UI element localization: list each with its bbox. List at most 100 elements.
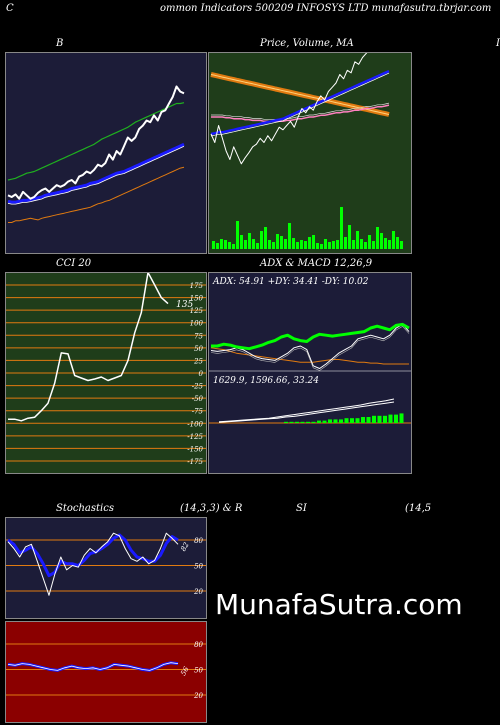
price-line [7,85,185,200]
middle-band-line [7,142,185,204]
volume-bar [292,238,295,249]
macd-histogram-bar [350,418,354,423]
volume-bar [332,241,335,249]
header-title: ommon Indicators 500209 INFOSYS LTD muna… [160,3,492,14]
macd-histogram-bar [300,421,305,423]
volume-bar [368,235,371,249]
volume-bar [316,243,319,249]
macd-histogram-bar [388,414,393,423]
volume-bar [364,242,367,249]
volume-bar [288,223,291,249]
stoch-tick-label: 80 [194,537,203,545]
macd-histogram-bar [366,417,371,423]
volume-bar [396,237,399,249]
volume-bar [308,237,311,249]
volume-bar [264,227,267,249]
price-ma-title: Price, Volume, MA [260,38,354,49]
stoch-tick-label: 50 [194,563,203,571]
volume-bar [280,236,283,249]
volume-bar [384,238,387,249]
cci-tick-label: 150 [190,295,204,303]
panel-background [6,518,206,618]
cci-tick-label: -50 [192,395,204,403]
volume-bar [220,239,223,249]
macd-histogram-bar [322,420,327,423]
volume-bar [348,225,351,249]
volume-bar [328,242,331,249]
rsi-tick-label: 80 [194,641,203,649]
macd-histogram-bar [317,420,321,423]
volume-bar [268,240,271,249]
macd-histogram-bar [355,418,360,423]
volume-bar [300,240,303,249]
macd-histogram-bar [361,417,365,423]
header-left-letter: C [6,3,14,14]
cci-tick-label: -75 [192,408,204,416]
volume-bar [344,237,347,249]
macd-histogram-bar [377,415,382,423]
cci-tick-label: -100 [187,420,203,428]
macd-histogram-bar [394,414,398,423]
ma-mid-line [211,104,390,123]
volume-bar [244,240,247,249]
volume-bar [336,240,339,249]
volume-bar [240,235,243,249]
volume-bar [304,241,307,249]
stoch-value-label: 82 [179,541,191,553]
volume-bar [252,239,255,249]
volume-bar [400,241,403,249]
macd-line [218,398,395,423]
cci-tick-label: 100 [190,320,204,328]
watermark: MunafaSutra.com [215,588,463,621]
stoch-k-line [7,532,179,596]
cci-title: CCI 20 [56,258,92,269]
volume-bar [284,239,287,249]
stoch-tick-label: 20 [193,588,203,596]
panel-background [209,53,411,253]
rsi-chart: 80 50 20 56 [5,621,207,723]
cci-tick-label: 25 [193,357,203,365]
volume-bar [272,242,275,249]
rsi-tick-label: 50 [194,667,203,675]
volume-bar [352,240,355,249]
rsi-line-center [7,662,179,671]
volume-bar [376,227,379,249]
stoch-params: (14,3,3) & R [180,503,243,514]
adx-macd-title: ADX & MACD 12,26,9 [260,258,373,269]
volume-bar [320,244,323,249]
volume-bar [296,242,299,249]
adx-plus-dy-edge [210,326,410,371]
stoch-d-line [7,533,179,578]
price-ma-chart [208,52,412,254]
volume-bar [224,240,227,249]
volume-bar [388,240,391,249]
macd-signal-line [218,401,395,423]
volume-bar [212,241,215,249]
adx-readout: ADX: 54.91 +DY: 34.41 -DY: 10.02 [212,277,369,287]
volume-bar [312,235,315,249]
cci-chart: 175 150 125 100 75 50 25 0 -25 -50 -75 -100 -125 -150… [5,272,207,474]
macd-histogram-bar [344,418,349,423]
cci-tick-label: -175 [187,458,203,466]
macd-histogram-bar [383,415,387,423]
volume-bar [380,233,383,249]
upper-band-line [7,102,185,181]
macd-histogram-bar [295,421,299,423]
volume-bar [392,231,395,249]
cci-tick-label: 50 [194,345,203,353]
volume-bar [248,233,251,249]
volume-bar [236,221,239,249]
volume-bar [276,234,279,249]
volume-bar [340,207,343,249]
bollinger-chart [5,52,207,254]
volume-bar [256,243,259,249]
cci-tick-label: -125 [187,433,203,441]
volume-bar [232,244,235,249]
volume-bar [372,241,375,249]
macd-histogram-bar [333,419,338,423]
stoch-chart: 80 50 20 82 [5,517,207,619]
adx-minus-dy-line [210,347,409,365]
macd-readout: 1629.9, 1596.66, 33.24 [213,376,319,386]
rsi-params: (14,5 [405,503,432,514]
adx-macd-chart: ADX: 54.91 +DY: 34.41 -DY: 10.02 1629.9, … [208,272,412,474]
